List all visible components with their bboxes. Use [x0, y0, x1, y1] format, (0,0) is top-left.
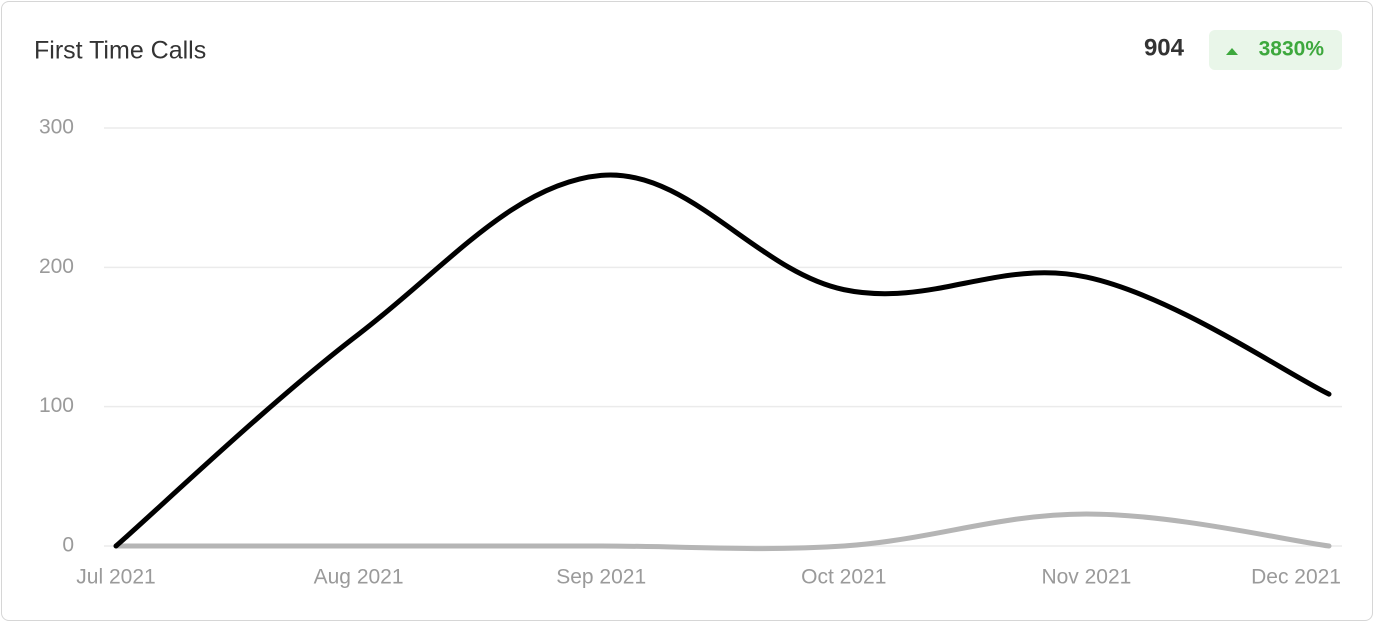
x-tick-label: Dec 2021 [1251, 566, 1341, 589]
line-series [113, 172, 1332, 549]
x-tick-label: Nov 2021 [1041, 566, 1131, 589]
line-series [113, 511, 1332, 552]
x-tick-label: Sep 2021 [556, 566, 646, 589]
x-tick-label: Jul 2021 [76, 566, 155, 589]
y-tick-label: 0 [62, 534, 74, 557]
y-tick-label: 100 [39, 394, 74, 417]
chart-title: First Time Calls [34, 37, 206, 65]
up-arrow [1226, 48, 1238, 55]
y-tick-label: 300 [39, 116, 74, 139]
x-tick-label: Aug 2021 [314, 566, 404, 589]
x-tick-label: Oct 2021 [801, 566, 886, 589]
y-tick-label: 200 [39, 255, 74, 278]
change-badge [1209, 30, 1342, 70]
total-value: 904 [1144, 34, 1185, 61]
change-value: 3830% [1259, 38, 1325, 61]
